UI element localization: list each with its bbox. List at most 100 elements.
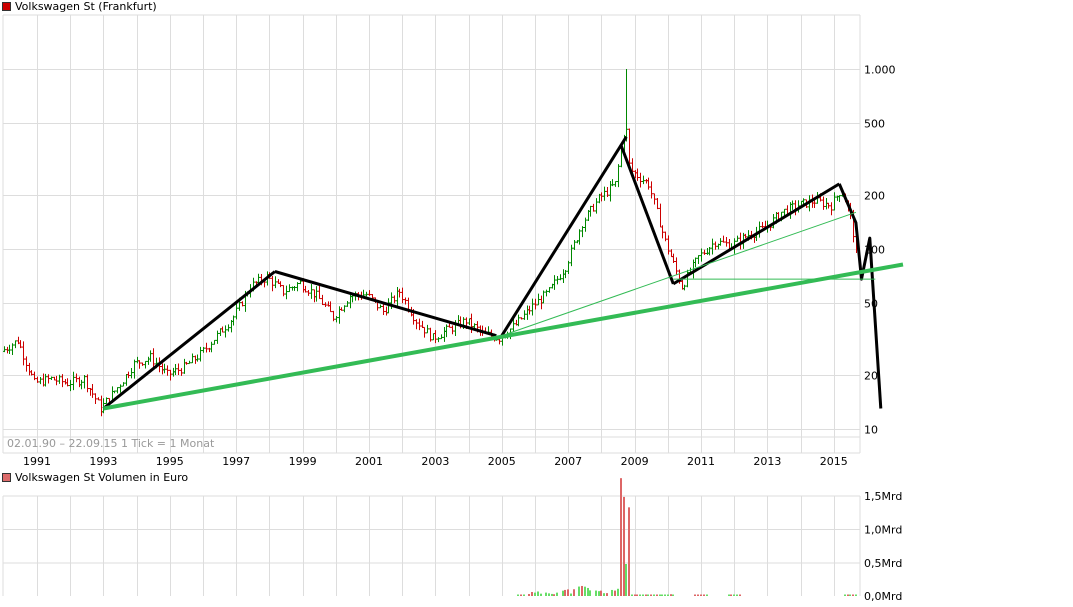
volume-bar (595, 590, 597, 596)
range-info: 02.01.90 – 22.09.15 1 Tick = 1 Monat (7, 437, 215, 450)
y-tick-label: 50 (864, 298, 878, 311)
volume-y-tick-label: 1,0Mrd (864, 524, 902, 537)
volume-bar (553, 594, 555, 596)
volume-bar (645, 594, 647, 596)
x-tick-label: 2015 (820, 455, 848, 468)
volume-bar (581, 585, 583, 596)
trendline-green-thin-support-2005 (501, 211, 857, 337)
volume-bar (598, 591, 600, 596)
volume-y-tick-label: 0,0Mrd (864, 590, 902, 603)
x-tick-label: 1995 (156, 455, 184, 468)
volume-bar (570, 593, 572, 596)
volume-bar (617, 588, 619, 596)
volume-bar (639, 594, 641, 596)
x-tick-label: 2011 (687, 455, 715, 468)
volume-bar (656, 594, 658, 596)
trendline-black-fall-2008-2010 (619, 144, 675, 285)
volume-bar (545, 592, 547, 596)
volume-bar (847, 594, 849, 596)
trendline-green-long-support (103, 262, 904, 411)
volume-bar (534, 592, 536, 596)
volume-bar (584, 586, 586, 596)
x-tick-label: 2009 (621, 455, 649, 468)
volume-bar (700, 594, 702, 596)
x-tick-label: 2001 (355, 455, 383, 468)
volume-bar (540, 593, 542, 596)
x-tick-label: 1993 (89, 455, 117, 468)
x-tick-label: 2003 (421, 455, 449, 468)
volume-bar (703, 594, 705, 596)
trendline-black-rise-2010-2015 (672, 182, 841, 286)
volume-bar (600, 590, 602, 596)
volume-bar (642, 594, 644, 596)
volume-bar (670, 594, 672, 596)
y-tick-label: 10 (864, 424, 878, 437)
volume-bar (634, 594, 636, 596)
price-legend: Volkswagen St (Frankfurt) (2, 0, 157, 13)
volume-bar (667, 594, 669, 596)
volume-bar (620, 478, 622, 596)
x-tick-label: 1999 (289, 455, 317, 468)
trendline-black-fall-1998-2004 (274, 270, 497, 338)
volume-bar (623, 496, 625, 596)
volume-bar (697, 594, 699, 596)
x-tick-label: 1997 (222, 455, 250, 468)
volume-bar (631, 594, 633, 596)
volume-bar (733, 594, 735, 596)
y-tick-label: 100 (864, 244, 885, 257)
volume-y-tick-label: 1,5Mrd (864, 490, 902, 503)
volume-legend-swatch (2, 473, 11, 482)
volume-bar (531, 591, 533, 596)
volume-bar (567, 589, 569, 596)
volume-bar (672, 594, 674, 596)
volume-bar (578, 586, 580, 596)
volume-bar (562, 590, 564, 596)
volume-bar (551, 593, 553, 596)
volume-bar (661, 594, 663, 596)
volume-bar (736, 594, 738, 596)
volume-bars (517, 478, 857, 596)
x-tick-label: 1991 (23, 455, 51, 468)
volume-bar (603, 593, 605, 596)
volume-bar (520, 594, 522, 596)
trendline-black-rise-1993-1998 (102, 270, 276, 410)
volume-bar (647, 594, 649, 596)
volume-bar (523, 594, 525, 596)
volume-bar (844, 594, 846, 596)
volume-bar (587, 587, 589, 596)
volume-bar (614, 590, 616, 596)
price-legend-swatch (2, 2, 11, 11)
volume-bar (855, 594, 857, 596)
volume-bar (611, 589, 613, 596)
volume-bar (849, 594, 851, 596)
x-tick-label: 2005 (488, 455, 516, 468)
chart-title: Volkswagen St (Frankfurt) (15, 0, 157, 13)
volume-bar (739, 594, 741, 596)
grid-lines (2, 14, 861, 596)
volume-bar (528, 594, 530, 596)
volume-bar (606, 593, 608, 596)
volume-legend: Volkswagen St Volumen in Euro (2, 471, 188, 484)
volume-bar (636, 594, 638, 596)
volume-bar (653, 594, 655, 596)
x-tick-label: 2013 (753, 455, 781, 468)
volume-y-tick-label: 0,5Mrd (864, 557, 902, 570)
volume-bar (852, 594, 854, 596)
volume-bar (728, 594, 730, 596)
volume-bar (659, 594, 661, 596)
x-tick-label: 2007 (554, 455, 582, 468)
y-tick-label: 500 (864, 118, 885, 131)
volume-bar (694, 594, 696, 596)
volume-bar (573, 589, 575, 596)
axes: 1.000 500 200 100 50 20 10 1991 1993 1995 1997 1999… (23, 64, 902, 604)
trendlines (102, 136, 904, 411)
volume-bar (625, 564, 627, 596)
volume-bar (650, 594, 652, 596)
trendline-black-rise-2005-2008 (500, 136, 628, 337)
volume-bar (564, 589, 566, 596)
volume-bar (730, 594, 732, 596)
y-tick-label: 1.000 (864, 64, 896, 77)
volume-bar (548, 593, 550, 596)
price-bars (3, 69, 858, 417)
